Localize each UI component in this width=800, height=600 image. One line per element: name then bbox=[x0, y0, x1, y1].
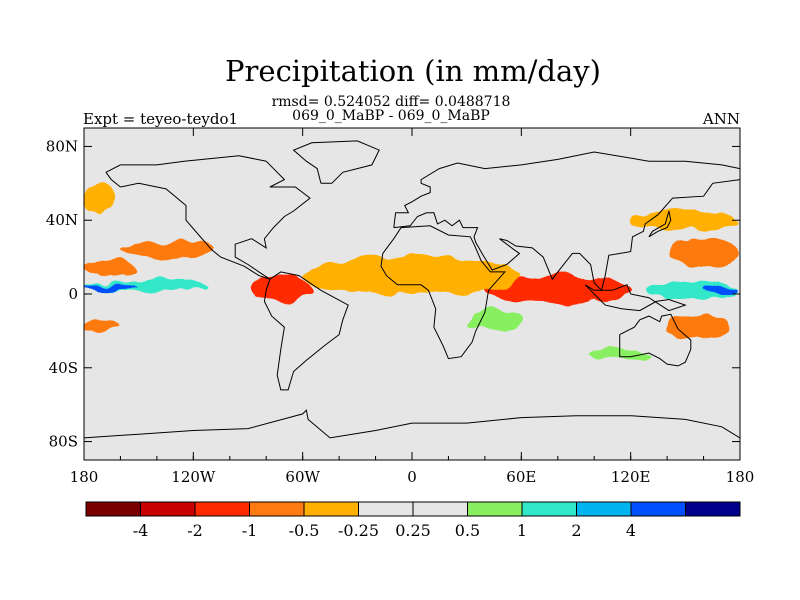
x-tick-label: 180 bbox=[726, 468, 755, 486]
field-region-green bbox=[84, 220, 212, 239]
x-tick-label: 120E bbox=[611, 468, 651, 486]
experiment-label: Expt = teyeo-teydo1 bbox=[83, 110, 239, 128]
field-region-orange-red bbox=[248, 275, 312, 300]
field-region-yellow-orange bbox=[302, 257, 522, 294]
x-tick-label: 120W bbox=[171, 468, 216, 486]
colorbar-swatch bbox=[576, 501, 632, 517]
colorbar-swatch bbox=[685, 501, 741, 517]
field-region-yellow-orange bbox=[630, 211, 740, 230]
field-region-orange bbox=[667, 238, 740, 267]
map-axes: 180 120W 60W 0 60E 120E 180 80N 40N 0 40S 80S bbox=[46, 128, 755, 486]
colorbar-swatch bbox=[521, 501, 577, 517]
colorbar-label: 4 bbox=[626, 521, 636, 540]
field-region-light-blue bbox=[648, 281, 740, 300]
y-tick-label: 80S bbox=[49, 433, 78, 451]
field-region-orange bbox=[120, 242, 212, 258]
coastline-eurasia bbox=[393, 151, 740, 292]
colorbar-label: 2 bbox=[571, 521, 581, 540]
colorbar-label: 0.25 bbox=[395, 521, 431, 540]
x-tick-label: 60E bbox=[506, 468, 536, 486]
colorbar-label: -0.25 bbox=[338, 521, 379, 540]
colorbar-label: 1 bbox=[517, 521, 527, 540]
colorbar-swatch bbox=[412, 501, 468, 517]
coastline-south-america bbox=[263, 271, 349, 391]
field-region-dark-blue bbox=[703, 286, 740, 294]
field-blobs bbox=[84, 183, 740, 424]
coastlines bbox=[84, 140, 740, 439]
colorbar-label: -1 bbox=[242, 521, 258, 540]
field-region-cyan bbox=[466, 312, 522, 331]
coastline-indonesia bbox=[584, 284, 687, 312]
coastline-australia bbox=[619, 313, 692, 367]
x-tick-label: 180 bbox=[70, 468, 99, 486]
x-tick-label: 0 bbox=[407, 468, 417, 486]
field-region-yellow-orange bbox=[84, 183, 112, 212]
season-label: ANN bbox=[702, 110, 740, 128]
y-tick-label: 0 bbox=[68, 285, 78, 303]
colorbar-swatch bbox=[140, 501, 196, 517]
x-tick-label: 60W bbox=[285, 468, 320, 486]
chart-title: Precipitation (in mm/day) bbox=[225, 54, 601, 88]
y-tick-label: 40N bbox=[46, 211, 78, 229]
y-tick-label: 40S bbox=[49, 359, 78, 377]
colorbar-label: -2 bbox=[187, 521, 203, 540]
coastline-japan bbox=[648, 210, 672, 238]
colorbar-swatch bbox=[249, 501, 305, 517]
colorbar-label: -4 bbox=[133, 521, 149, 540]
field-region-dark-blue bbox=[84, 282, 139, 289]
field-region-orange bbox=[84, 260, 139, 276]
field-region-orange bbox=[84, 321, 121, 331]
coastline-north-america bbox=[105, 155, 311, 280]
colorbar-label: -0.5 bbox=[289, 521, 320, 540]
coastline-africa bbox=[380, 225, 507, 360]
y-tick-label: 80N bbox=[46, 137, 78, 155]
field-region-green bbox=[84, 404, 740, 424]
rmsd-diff-stats: rmsd= 0.524052 diff= 0.0488718 bbox=[271, 94, 511, 110]
field-region-cyan bbox=[585, 349, 649, 361]
colorbar-swatch bbox=[630, 501, 686, 517]
colorbar-swatch bbox=[194, 501, 250, 517]
experiment-comparison: 069_0_MaBP - 069_0_MaBP bbox=[292, 108, 490, 124]
coastline-greenland bbox=[292, 140, 380, 184]
field-region-green bbox=[84, 349, 248, 368]
colorbar-label: 0.5 bbox=[455, 521, 480, 540]
colorbar-swatch bbox=[467, 501, 523, 517]
chart-subtitle: rmsd= 0.524052 diff= 0.0488718 069_0_MaB… bbox=[0, 95, 782, 123]
colorbar: -4 -2 -1 -0.5 -0.25 0.25 0.5 1 2 4 bbox=[85, 501, 741, 540]
colorbar-swatch bbox=[358, 501, 414, 517]
colorbar-swatch bbox=[303, 501, 359, 517]
coastline-antarctica bbox=[84, 409, 740, 439]
colorbar-swatch bbox=[85, 501, 141, 517]
anomaly-field bbox=[84, 183, 740, 424]
